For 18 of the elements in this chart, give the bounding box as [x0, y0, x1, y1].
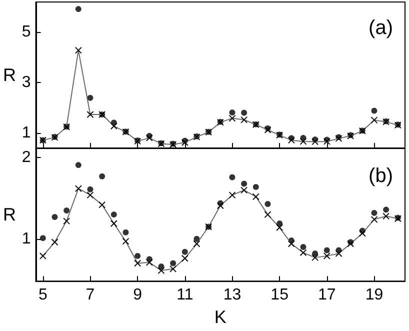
y-axis-title: R [3, 204, 16, 225]
x-tick-label: 11 [176, 286, 194, 304]
x-tick-label: 9 [133, 286, 142, 304]
x-tick-label: 15 [270, 286, 289, 304]
annotation: (b) [368, 165, 394, 187]
x-tick-label: 17 [318, 286, 336, 304]
y-tick-label: 3 [22, 74, 31, 92]
x-axis-title: K [214, 307, 226, 327]
x-tick-label: 7 [86, 286, 95, 304]
x-tick-label: 5 [38, 286, 48, 304]
x-tick-label: 19 [365, 286, 384, 304]
y-tick-label: 1 [22, 124, 31, 142]
annotation: (a) [368, 17, 394, 39]
x-tick-label: 13 [223, 286, 242, 304]
y-tick-label: 1 [22, 230, 31, 248]
y-tick-label: 5 [22, 24, 31, 41]
y-tick-label: 2 [22, 149, 31, 166]
y-axis-title: R [3, 65, 16, 85]
